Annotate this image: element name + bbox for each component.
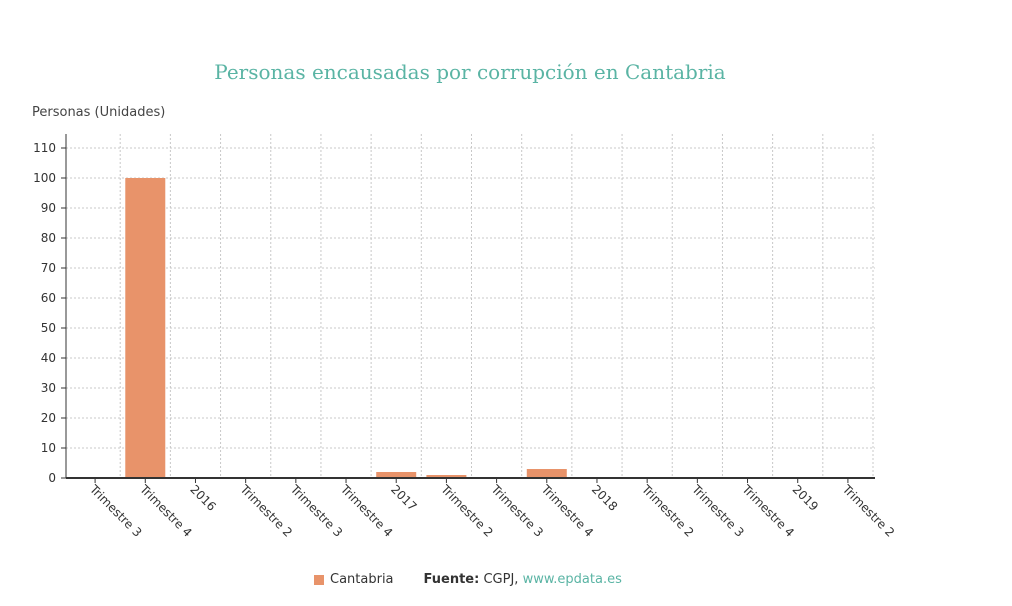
- x-tick-label: Trimestre 2: [438, 482, 496, 540]
- y-tick-label: 30: [41, 381, 56, 395]
- y-tick-label: 80: [41, 231, 56, 245]
- x-tick-label: Trimestre 4: [739, 482, 797, 540]
- y-tick-label: 10: [41, 441, 56, 455]
- x-tick-label: 2016: [187, 482, 218, 513]
- x-tick-label: Trimestre 4: [136, 482, 194, 540]
- x-tick-label: Trimestre 3: [488, 482, 546, 540]
- x-tick-label: 2019: [790, 482, 821, 513]
- y-tick-label: 60: [41, 291, 56, 305]
- source-link[interactable]: www.epdata.es: [522, 572, 622, 587]
- legend-label: Cantabria: [330, 572, 394, 587]
- x-tick-label: Trimestre 4: [337, 482, 395, 540]
- y-tick-label: 90: [41, 201, 56, 215]
- y-tick-label: 110: [33, 141, 56, 155]
- source: Fuente: CGPJ, www.epdata.es: [424, 572, 622, 587]
- x-tick-label: 2017: [388, 482, 419, 513]
- x-tick-label: Trimestre 3: [689, 482, 747, 540]
- y-tick-label: 0: [48, 471, 56, 485]
- y-axis-label: Personas (Unidades): [32, 105, 166, 120]
- x-tick-label: Trimestre 3: [287, 482, 345, 540]
- source-text: CGPJ,: [483, 572, 519, 587]
- chart-title: Personas encausadas por corrupción en Ca…: [214, 60, 726, 84]
- y-tick-label: 20: [41, 411, 56, 425]
- x-tick-label: Trimestre 4: [538, 482, 596, 540]
- y-tick-label: 100: [33, 171, 56, 185]
- legend: Cantabria Fuente: CGPJ, www.epdata.es: [314, 572, 622, 587]
- source-label: Fuente:: [423, 572, 480, 587]
- x-tick-label: 2018: [589, 482, 620, 513]
- x-tick-label: Trimestre 3: [86, 482, 144, 540]
- x-tick-label: Trimestre 2: [638, 482, 696, 540]
- bar: [125, 178, 166, 478]
- bar: [526, 469, 567, 478]
- legend-swatch: [314, 574, 324, 585]
- bar: [426, 475, 467, 478]
- y-tick-label: 70: [41, 261, 56, 275]
- x-tick-label: Trimestre 2: [839, 482, 897, 540]
- x-tick-label: Trimestre 2: [237, 482, 295, 540]
- y-tick-label: 50: [41, 321, 56, 335]
- bar: [376, 472, 417, 478]
- y-tick-label: 40: [41, 351, 56, 365]
